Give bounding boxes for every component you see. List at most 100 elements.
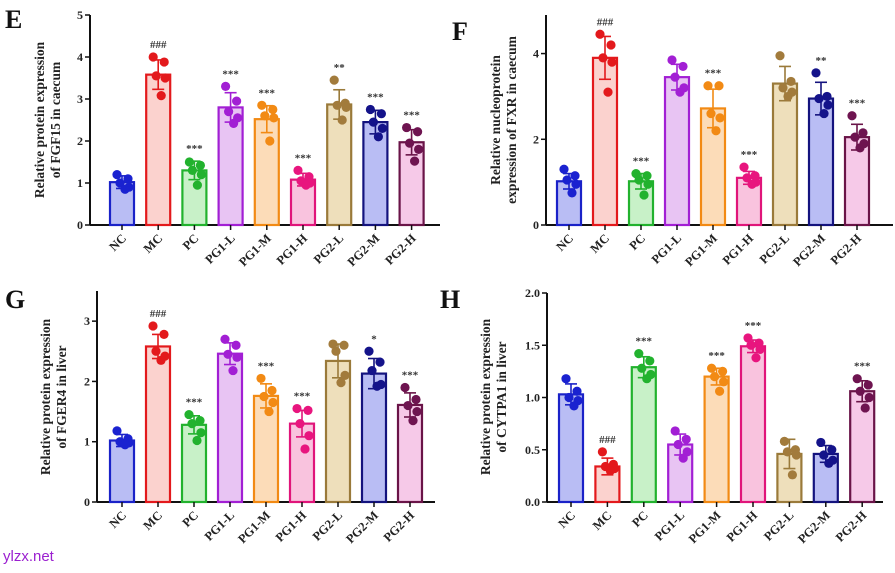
bar bbox=[807, 97, 835, 227]
data-point bbox=[257, 100, 267, 110]
data-point bbox=[376, 109, 386, 119]
bar-group bbox=[108, 170, 136, 227]
bar-group: ### bbox=[145, 39, 172, 227]
data-point bbox=[160, 73, 170, 83]
data-point bbox=[561, 374, 571, 384]
bar bbox=[663, 76, 691, 227]
data-point bbox=[670, 72, 680, 82]
panel-e: E Relative protein expressionof FGF15 in … bbox=[5, 5, 440, 269]
data-point bbox=[375, 357, 385, 367]
data-point bbox=[195, 160, 205, 170]
bar-group: *** bbox=[739, 320, 767, 504]
data-point bbox=[643, 179, 653, 189]
x-tick-label: PG1-H bbox=[273, 508, 310, 545]
data-point bbox=[747, 179, 757, 189]
data-point bbox=[148, 52, 158, 62]
panel-g: G Relative protein expressionof FGER4 in … bbox=[5, 285, 435, 546]
data-point bbox=[782, 447, 793, 457]
data-point bbox=[567, 188, 577, 198]
x-tick-label: PG2-H bbox=[381, 508, 418, 545]
y-axis-label-line: Relative protein expression bbox=[478, 318, 493, 475]
data-point bbox=[559, 164, 569, 174]
bar bbox=[253, 118, 280, 227]
x-tick-label: MC bbox=[141, 231, 166, 256]
x-tick-label: PC bbox=[629, 508, 651, 530]
data-point bbox=[156, 91, 166, 101]
data-point bbox=[852, 374, 862, 384]
data-point bbox=[192, 180, 202, 190]
data-point bbox=[184, 409, 194, 420]
data-point bbox=[408, 416, 418, 426]
data-point bbox=[634, 175, 644, 185]
data-point bbox=[779, 436, 790, 446]
data-point bbox=[863, 380, 873, 390]
data-point bbox=[670, 426, 680, 436]
data-point bbox=[827, 445, 837, 455]
y-tick-label: 2 bbox=[77, 134, 83, 148]
x-tick-label: NC bbox=[106, 508, 129, 531]
x-tick-label: PG1-L bbox=[202, 231, 237, 266]
bar-group: *** bbox=[252, 360, 280, 504]
data-point bbox=[373, 132, 383, 142]
significance-label: *** bbox=[403, 110, 420, 122]
data-point bbox=[786, 76, 796, 87]
data-point bbox=[184, 157, 194, 167]
x-tick-label: PG2-M bbox=[345, 231, 383, 269]
bar-group: * bbox=[360, 333, 388, 504]
bar-group: *** bbox=[253, 87, 280, 227]
data-point bbox=[719, 377, 729, 387]
data-point bbox=[368, 117, 378, 127]
x-tick-label: MC bbox=[140, 508, 165, 533]
bar-group: *** bbox=[849, 361, 876, 504]
significance-label: *** bbox=[633, 156, 650, 168]
bar bbox=[630, 366, 657, 504]
y-tick-label: 1.0 bbox=[525, 391, 540, 405]
bar-group: *** bbox=[181, 143, 208, 227]
data-point bbox=[634, 349, 644, 359]
x-tick-label: PG1-H bbox=[274, 231, 311, 268]
data-point bbox=[232, 96, 242, 106]
data-point bbox=[569, 401, 579, 411]
significance-label: *** bbox=[259, 87, 276, 99]
bar bbox=[217, 106, 244, 227]
y-axis-label-line: Relative nucleoprotein bbox=[488, 55, 503, 185]
data-point bbox=[196, 428, 206, 438]
data-point bbox=[337, 115, 347, 125]
data-point bbox=[681, 434, 691, 444]
x-tick-label: PG1-L bbox=[649, 231, 684, 266]
watermark: ylzx.net bbox=[3, 548, 54, 565]
data-point bbox=[822, 91, 832, 102]
data-point bbox=[673, 439, 683, 450]
bar-group: *** bbox=[396, 369, 424, 504]
data-point bbox=[706, 108, 716, 119]
data-point bbox=[329, 75, 339, 85]
significance-label: *** bbox=[854, 361, 871, 373]
data-point bbox=[787, 470, 798, 480]
data-point bbox=[232, 352, 242, 362]
data-point bbox=[156, 355, 166, 365]
data-point bbox=[678, 61, 688, 72]
bar bbox=[144, 345, 172, 504]
y-tick-label: 5 bbox=[77, 8, 83, 22]
significance-label: *** bbox=[708, 350, 725, 362]
data-point bbox=[858, 128, 868, 138]
x-tick-label: PG2-L bbox=[310, 508, 345, 543]
data-point bbox=[714, 81, 724, 91]
data-point bbox=[295, 419, 305, 429]
data-point bbox=[256, 373, 266, 384]
data-point bbox=[123, 174, 133, 184]
significance-label: ** bbox=[334, 62, 346, 74]
y-tick-label: 4 bbox=[77, 50, 83, 64]
bar-group: ### bbox=[594, 434, 621, 504]
significance-label: *** bbox=[186, 143, 203, 155]
data-point bbox=[411, 394, 421, 405]
bar-group bbox=[555, 164, 583, 227]
bar-group: *** bbox=[703, 350, 730, 504]
data-point bbox=[331, 346, 341, 356]
data-point bbox=[607, 57, 617, 67]
data-point bbox=[301, 180, 311, 190]
data-point bbox=[341, 102, 351, 112]
data-point bbox=[570, 171, 580, 181]
significance-label: ** bbox=[816, 55, 828, 67]
bar-group: ### bbox=[144, 308, 172, 504]
